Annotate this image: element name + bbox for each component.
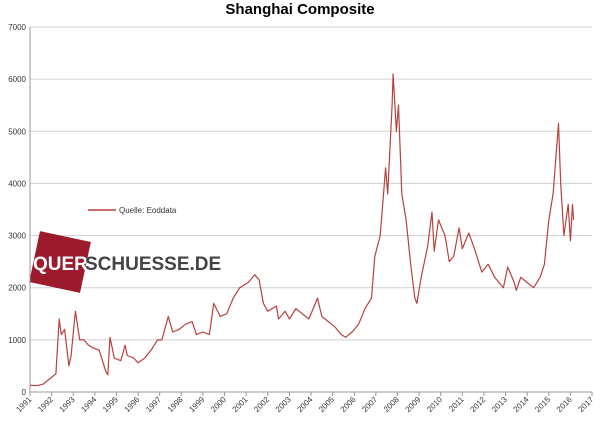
logo-box (29, 231, 91, 293)
x-tick-label: 2005 (317, 395, 336, 414)
x-tick-label: 1999 (187, 395, 206, 414)
x-tick-label: 2003 (274, 395, 293, 414)
x-tick-label: 2008 (382, 395, 401, 414)
x-tick-label: 2016 (555, 395, 574, 414)
y-tick-label: 5000 (8, 127, 26, 136)
x-tick-label: 2001 (231, 395, 250, 414)
x-tick-label: 2013 (490, 395, 509, 414)
x-tick-label: 1992 (36, 395, 55, 414)
x-tick-label: 2012 (468, 395, 487, 414)
x-tick-label: 1993 (58, 395, 77, 414)
y-tick-label: 7000 (8, 23, 26, 32)
x-tick-label: 2004 (295, 395, 314, 414)
x-tick-label: 2000 (209, 395, 228, 414)
y-tick-label: 0 (22, 388, 27, 397)
line (29, 73, 575, 387)
legend-label: Quelle: Eoddata (119, 206, 177, 215)
x-tick-label: 1998 (166, 395, 185, 414)
x-tick-label: 2009 (404, 395, 423, 414)
x-tick-label: 2006 (339, 395, 358, 414)
watermark-part: SCHUESSE.DE (85, 254, 221, 275)
x-tick-label: 1991 (14, 395, 33, 414)
y-tick-label: 1000 (8, 336, 26, 345)
x-tick-label: 1996 (123, 395, 142, 414)
x-tick-label: 1997 (144, 395, 163, 414)
chart-title: Shanghai Composite (225, 1, 374, 18)
x-tick-label: 1995 (101, 395, 120, 414)
watermark-part: QUER (33, 254, 88, 275)
x-tick-label: 2007 (360, 395, 379, 414)
x-tick-label: 2015 (533, 395, 552, 414)
x-tick-label: 2014 (512, 395, 531, 414)
x-tick-label: 2010 (425, 395, 444, 414)
y-tick-label: 6000 (8, 75, 26, 84)
y-tick-label: 3000 (8, 232, 26, 241)
y-tick-label: 4000 (8, 179, 26, 188)
x-tick-label: 2017 (576, 395, 595, 414)
x-tick-label: 2011 (447, 395, 466, 414)
x-tick-label: 2002 (252, 395, 271, 414)
y-tick-label: 2000 (8, 284, 26, 293)
x-tick-label: 1994 (79, 395, 98, 414)
